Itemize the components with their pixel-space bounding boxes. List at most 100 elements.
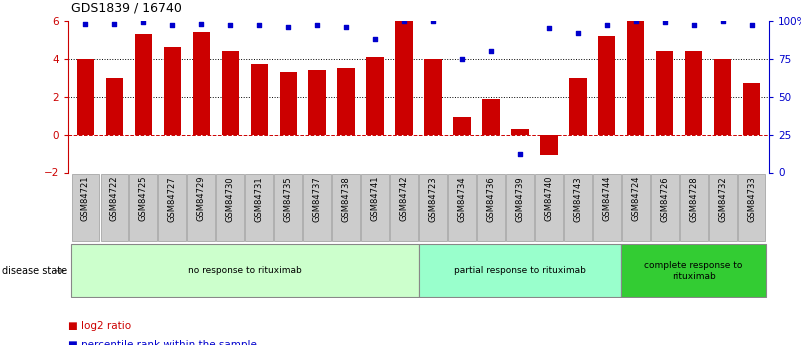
- Text: ■ log2 ratio: ■ log2 ratio: [68, 321, 131, 331]
- Bar: [506, 174, 533, 241]
- Text: GSM84726: GSM84726: [660, 176, 669, 221]
- Point: [79, 21, 92, 27]
- Text: GSM84736: GSM84736: [486, 176, 496, 222]
- Bar: [100, 174, 128, 241]
- Text: GSM84724: GSM84724: [631, 176, 640, 221]
- Bar: [511, 129, 529, 135]
- Bar: [622, 174, 650, 241]
- Text: GSM84739: GSM84739: [515, 176, 525, 221]
- Text: GSM84733: GSM84733: [747, 176, 756, 222]
- Bar: [135, 34, 152, 135]
- Bar: [192, 32, 210, 135]
- Text: GSM84723: GSM84723: [429, 176, 437, 221]
- Bar: [337, 68, 355, 135]
- Point: [223, 22, 236, 28]
- Point: [745, 22, 758, 28]
- Bar: [71, 244, 418, 297]
- Bar: [159, 174, 187, 241]
- Bar: [564, 174, 592, 241]
- Bar: [448, 174, 476, 241]
- Point: [427, 18, 440, 23]
- Text: GSM84728: GSM84728: [689, 176, 698, 221]
- Bar: [714, 59, 731, 135]
- Bar: [593, 174, 621, 241]
- Bar: [390, 174, 418, 241]
- Bar: [245, 174, 273, 241]
- Bar: [77, 59, 95, 135]
- Bar: [656, 51, 674, 135]
- Text: GSM84729: GSM84729: [197, 176, 206, 221]
- Point: [282, 24, 295, 30]
- Text: GSM84732: GSM84732: [718, 176, 727, 221]
- Text: GDS1839 / 16740: GDS1839 / 16740: [71, 1, 182, 14]
- Bar: [482, 99, 500, 135]
- Text: GSM84744: GSM84744: [602, 176, 611, 221]
- Bar: [106, 78, 123, 135]
- Point: [630, 18, 642, 23]
- Text: GSM84743: GSM84743: [574, 176, 582, 221]
- Bar: [187, 174, 215, 241]
- Bar: [418, 244, 622, 297]
- Text: GSM84735: GSM84735: [284, 176, 292, 221]
- Point: [253, 22, 266, 28]
- Bar: [274, 174, 302, 241]
- Point: [195, 21, 207, 27]
- Bar: [453, 117, 471, 135]
- Text: GSM84731: GSM84731: [255, 176, 264, 221]
- Bar: [738, 174, 766, 241]
- Text: GSM84742: GSM84742: [400, 176, 409, 221]
- Bar: [308, 70, 326, 135]
- Bar: [130, 174, 157, 241]
- Point: [137, 19, 150, 25]
- Bar: [332, 174, 360, 241]
- Point: [716, 18, 729, 23]
- Text: partial response to rituximab: partial response to rituximab: [454, 266, 586, 275]
- Point: [571, 30, 584, 36]
- Bar: [71, 174, 99, 241]
- Bar: [419, 174, 447, 241]
- Bar: [650, 174, 678, 241]
- Point: [687, 22, 700, 28]
- Bar: [627, 21, 645, 135]
- Point: [397, 18, 410, 23]
- Bar: [425, 59, 441, 135]
- Point: [166, 22, 179, 28]
- Bar: [477, 174, 505, 241]
- Text: GSM84730: GSM84730: [226, 176, 235, 221]
- Text: GSM84727: GSM84727: [168, 176, 177, 221]
- Text: GSM84725: GSM84725: [139, 176, 148, 221]
- Bar: [216, 174, 244, 241]
- Bar: [396, 21, 413, 135]
- Bar: [743, 83, 760, 135]
- Point: [658, 19, 671, 25]
- Text: disease state: disease state: [2, 266, 66, 276]
- Bar: [540, 135, 557, 155]
- Text: GSM84734: GSM84734: [457, 176, 466, 221]
- Text: no response to rituximab: no response to rituximab: [188, 266, 302, 275]
- Text: GSM84737: GSM84737: [312, 176, 322, 222]
- Text: GSM84721: GSM84721: [81, 176, 90, 221]
- Point: [485, 48, 497, 54]
- Bar: [570, 78, 586, 135]
- Point: [542, 26, 555, 31]
- Point: [456, 56, 469, 61]
- Point: [368, 36, 381, 42]
- Bar: [535, 174, 563, 241]
- Bar: [680, 174, 707, 241]
- Bar: [709, 174, 737, 241]
- Bar: [685, 51, 702, 135]
- Text: GSM84740: GSM84740: [545, 176, 553, 221]
- Bar: [366, 57, 384, 135]
- Text: GSM84741: GSM84741: [371, 176, 380, 221]
- Point: [513, 151, 526, 157]
- Bar: [598, 36, 615, 135]
- Bar: [304, 174, 331, 241]
- Point: [311, 22, 324, 28]
- Bar: [361, 174, 389, 241]
- Point: [340, 24, 352, 30]
- Bar: [280, 72, 297, 135]
- Point: [108, 21, 121, 27]
- Bar: [251, 65, 268, 135]
- Point: [601, 22, 614, 28]
- Text: complete response to
rituximab: complete response to rituximab: [645, 261, 743, 280]
